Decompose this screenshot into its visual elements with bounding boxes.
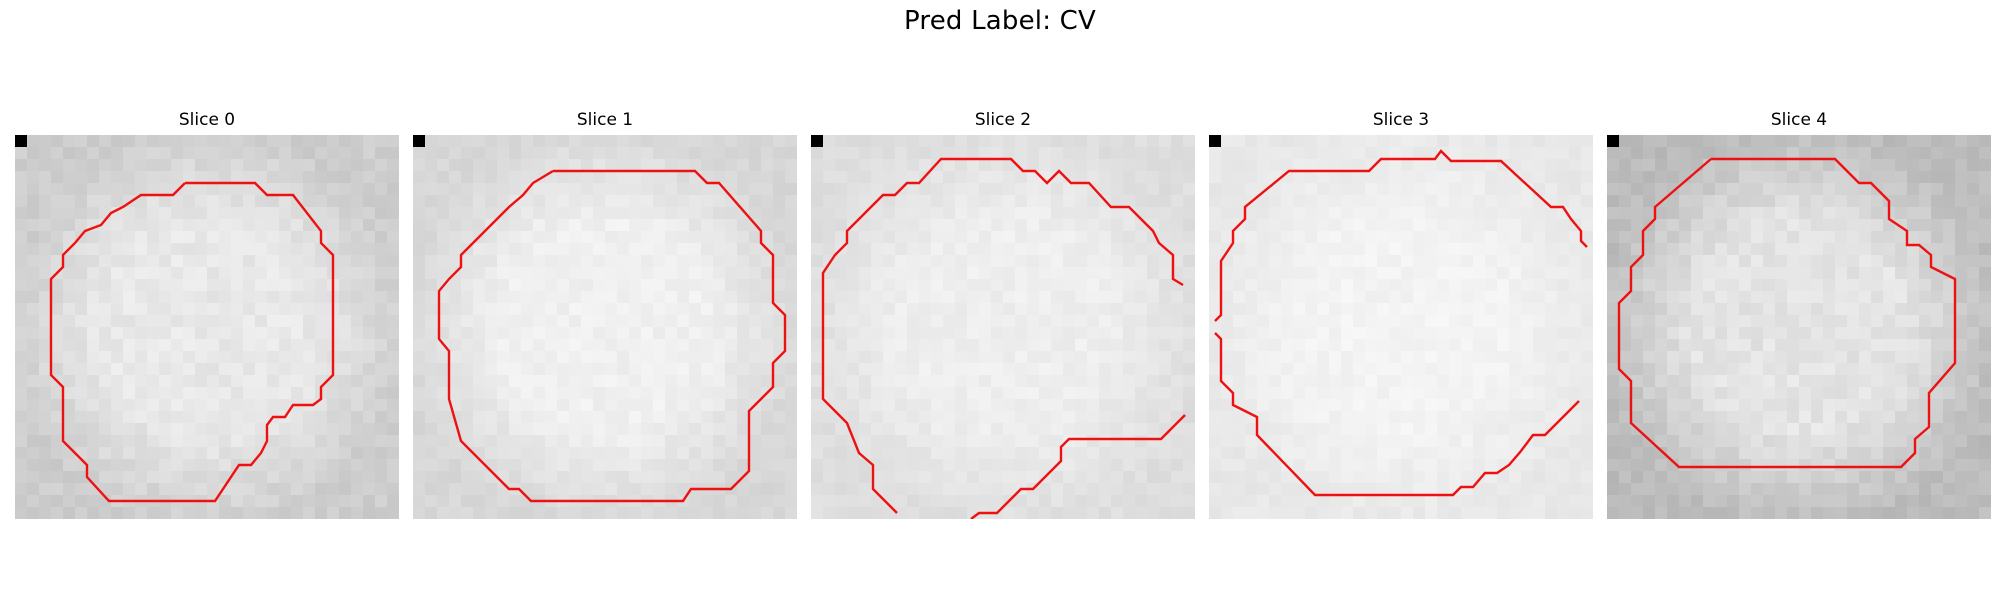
figure-title: Pred Label: CV <box>903 6 1096 36</box>
slice-1-svg <box>413 135 797 519</box>
slice-4-svg <box>1607 135 1991 519</box>
contour-0 <box>49 181 335 503</box>
slice-image-3 <box>1209 135 1593 519</box>
slice-0-svg <box>15 135 399 519</box>
slice-image-2 <box>811 135 1195 519</box>
slice-title-1: Slice 1 <box>576 110 634 130</box>
contour-4 <box>1617 157 1957 469</box>
slice-title-4: Slice 4 <box>1770 110 1828 130</box>
slice-image-1 <box>413 135 797 519</box>
contour-1 <box>437 169 787 503</box>
corner-marker-0 <box>15 135 27 147</box>
grayscale-slice-1 <box>413 135 797 519</box>
slice-title-0: Slice 0 <box>178 110 236 130</box>
corner-marker-1 <box>413 135 425 147</box>
corner-marker-4 <box>1607 135 1619 147</box>
slice-image-0 <box>15 135 399 519</box>
contour-3a <box>1214 149 1588 322</box>
corner-marker-3 <box>1209 135 1221 147</box>
corner-marker-2 <box>811 135 823 147</box>
slice-image-4 <box>1607 135 1991 519</box>
contour-2a <box>821 157 1184 514</box>
contour-3b <box>1214 332 1580 497</box>
slice-title-3: Slice 3 <box>1372 110 1430 130</box>
grayscale-slice-3 <box>1209 135 1593 519</box>
grayscale-slice-4 <box>1607 135 1991 519</box>
grayscale-slice-0 <box>15 135 399 519</box>
slice-title-2: Slice 2 <box>974 110 1032 130</box>
slice-3-svg <box>1209 135 1593 519</box>
contour-2b <box>970 414 1186 519</box>
slice-2-svg <box>811 135 1195 519</box>
